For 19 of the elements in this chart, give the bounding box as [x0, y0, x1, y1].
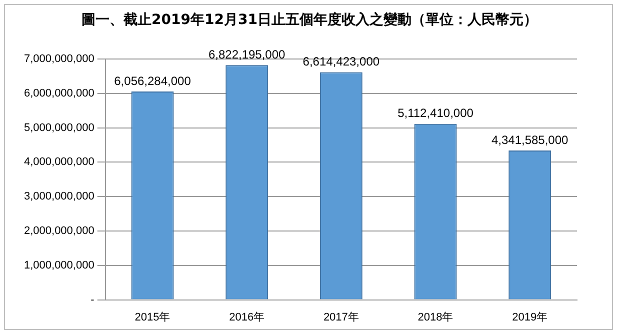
y-tick-label: 3,000,000,000 — [24, 190, 94, 203]
data-label: 6,614,423,000 — [302, 54, 380, 69]
data-label: 6,056,284,000 — [114, 74, 192, 88]
x-tick-label: 2019年 — [512, 311, 548, 324]
y-tick-label: 6,000,000,000 — [24, 87, 94, 100]
data-label: 5,112,410,000 — [398, 106, 474, 120]
chart-title: 圖一、截止2019年12月31日止五個年度收入之變動（單位：人民幣元） — [80, 11, 538, 29]
y-tick-label: 5,000,000,000 — [24, 122, 94, 134]
x-tick-label: 2017年 — [323, 311, 359, 324]
x-tick-label: 2016年 — [229, 311, 265, 324]
x-tick-label: 2018年 — [418, 311, 454, 324]
data-label: 6,822,195,000 — [208, 47, 286, 62]
data-label: 4,341,585,000 — [491, 132, 569, 147]
y-tick-label: 7,000,000,000 — [24, 53, 94, 66]
x-tick-label: 2015年 — [134, 311, 170, 324]
y-tick-label: - — [90, 294, 95, 306]
y-tick-label: 1,000,000,000 — [24, 259, 94, 272]
y-tick-label: 2,000,000,000 — [24, 225, 94, 238]
y-tick-label: 4,000,000,000 — [24, 156, 94, 168]
